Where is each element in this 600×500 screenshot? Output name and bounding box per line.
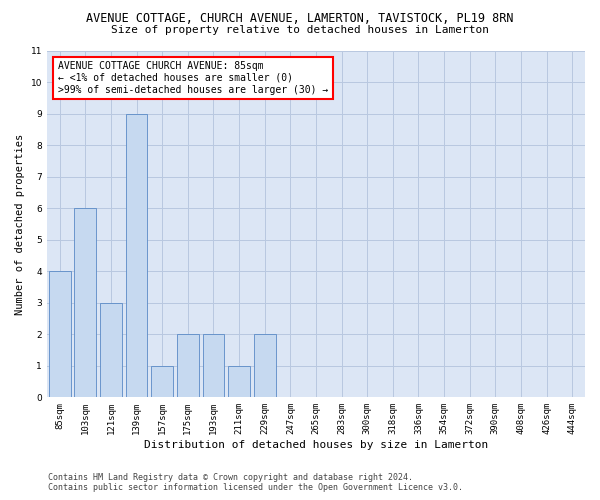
Text: Contains HM Land Registry data © Crown copyright and database right 2024.
Contai: Contains HM Land Registry data © Crown c… xyxy=(48,473,463,492)
Text: Size of property relative to detached houses in Lamerton: Size of property relative to detached ho… xyxy=(111,25,489,35)
Bar xyxy=(49,272,71,398)
Text: AVENUE COTTAGE CHURCH AVENUE: 85sqm
← <1% of detached houses are smaller (0)
>99: AVENUE COTTAGE CHURCH AVENUE: 85sqm ← <1… xyxy=(58,62,328,94)
Bar xyxy=(203,334,224,398)
Bar xyxy=(100,303,122,398)
Bar xyxy=(254,334,275,398)
Text: AVENUE COTTAGE, CHURCH AVENUE, LAMERTON, TAVISTOCK, PL19 8RN: AVENUE COTTAGE, CHURCH AVENUE, LAMERTON,… xyxy=(86,12,514,26)
Bar xyxy=(151,366,173,398)
Bar xyxy=(126,114,148,398)
Bar xyxy=(177,334,199,398)
Bar xyxy=(74,208,96,398)
Y-axis label: Number of detached properties: Number of detached properties xyxy=(15,134,25,315)
X-axis label: Distribution of detached houses by size in Lamerton: Distribution of detached houses by size … xyxy=(144,440,488,450)
Bar xyxy=(228,366,250,398)
